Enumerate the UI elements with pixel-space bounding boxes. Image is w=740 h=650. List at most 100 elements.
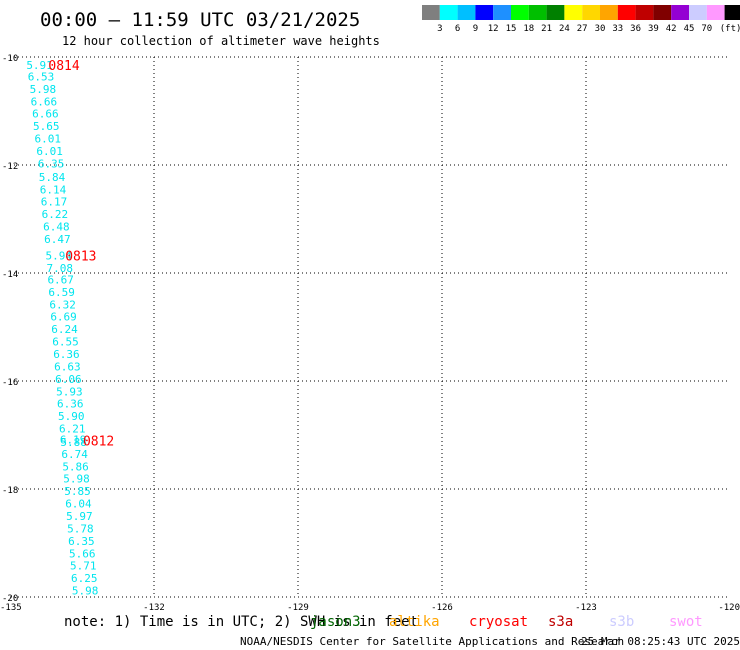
color-scale-swatch xyxy=(511,5,529,20)
wave-height-value: 5.98 xyxy=(72,585,99,598)
pass-time-label: 0813 xyxy=(65,250,96,265)
y-tick-label: -14 xyxy=(2,270,18,280)
wave-height-value: 6.69 xyxy=(50,311,77,324)
x-tick-label: -129 xyxy=(287,603,309,613)
y-tick-label: -20 xyxy=(2,594,18,604)
wave-height-value: 6.48 xyxy=(43,221,69,234)
color-scale-swatch xyxy=(422,5,440,20)
wave-height-value: 6.74 xyxy=(61,448,88,461)
wave-height-value: 5.85 xyxy=(64,485,91,498)
units-note: note: 1) Time is in UTC; 2) SWH is in fe… xyxy=(64,614,418,630)
credit-text: NOAA/NESDIS Center for Satellite Applica… xyxy=(240,635,624,648)
wave-height-value: 5.86 xyxy=(62,460,89,473)
pass-time-label: 0814 xyxy=(48,59,79,74)
chart-subtitle: 12 hour collection of altimeter wave hei… xyxy=(62,34,380,48)
wave-height-value: 6.55 xyxy=(52,336,79,349)
color-scale-swatch xyxy=(600,5,618,20)
wave-height-value: 5.65 xyxy=(33,120,60,133)
satellite-legend-swot: swot xyxy=(669,614,703,630)
wave-height-value: 6.06 xyxy=(55,373,81,386)
color-scale-legend: 3 6 9 12 15 18 21 24 27 30 33 36 39 42 45 70 (ft) xyxy=(422,5,740,34)
wave-height-value: 7.08 xyxy=(46,262,72,275)
x-tick-label: -135 xyxy=(0,603,22,613)
wave-height-value: 5.91 xyxy=(26,59,53,72)
wave-height-value: 6.14 xyxy=(40,183,67,196)
wave-height-value: 6.01 xyxy=(34,133,61,146)
wave-height-value: 6.67 xyxy=(47,273,74,286)
color-scale-swatch xyxy=(439,5,458,20)
color-scale-label: 36 xyxy=(630,24,641,34)
color-scale-swatch xyxy=(582,5,600,20)
satellite-legend-cryosat: cryosat xyxy=(469,614,528,630)
pass-time-label: 0812 xyxy=(83,434,114,449)
color-scale-swatch xyxy=(724,5,740,20)
color-scale-label: 39 xyxy=(648,24,659,34)
color-scale-label: 42 xyxy=(666,24,677,34)
wave-height-value: 6.36 xyxy=(57,398,84,411)
wave-height-value: 5.97 xyxy=(66,510,93,523)
grid-lines xyxy=(10,56,730,598)
color-scale-label: 27 xyxy=(577,24,588,34)
color-scale-label: 9 xyxy=(473,24,478,34)
wave-height-value: 5.94 xyxy=(46,250,73,263)
y-tick-label: -16 xyxy=(2,378,18,388)
wave-height-value: 6.59 xyxy=(48,286,75,299)
x-tick-label: -132 xyxy=(143,603,165,613)
pass-time-labels: 0814 0813 0812 xyxy=(48,59,114,449)
wave-height-points: 5.916.535.986.666.665.656.016.016.355.84… xyxy=(26,59,98,597)
color-scale-label: 30 xyxy=(595,24,606,34)
chart-title: 00:00 – 11:59 UTC 03/21/2025 xyxy=(40,9,360,31)
wave-height-value: 6.19 xyxy=(60,433,87,446)
satellite-legend-s3a: s3a xyxy=(548,614,573,630)
satellite-legend-s3b: s3b xyxy=(609,614,634,630)
color-scale-swatch xyxy=(689,5,707,20)
wave-height-value: 6.01 xyxy=(36,145,63,158)
color-scale-swatch xyxy=(653,5,672,20)
wave-height-value: 6.47 xyxy=(44,233,71,246)
wave-height-value: 6.63 xyxy=(54,360,81,373)
wave-height-value: 6.21 xyxy=(59,423,86,436)
wave-height-value: 5.93 xyxy=(56,385,83,398)
wave-height-value: 6.66 xyxy=(31,95,58,108)
wave-height-value: 6.24 xyxy=(51,323,78,336)
color-scale-swatch xyxy=(635,5,654,20)
axis-tick-labels: -10 -12 -14 -16 -18 -20-135 -132 -129 -126 -123 -1… xyxy=(0,54,740,613)
wave-height-value: 5.90 xyxy=(58,410,85,423)
color-scale-swatch xyxy=(475,5,494,20)
wave-height-value: 6.17 xyxy=(41,196,68,209)
wave-height-value: 6.66 xyxy=(32,108,59,121)
color-scale-label: 45 xyxy=(684,24,695,34)
color-scale-label: 33 xyxy=(612,24,623,34)
color-scale-swatch xyxy=(706,5,725,20)
color-scale-unit: (ft) xyxy=(720,24,740,34)
wave-height-value: 5.84 xyxy=(39,171,66,184)
x-tick-label: -126 xyxy=(431,603,453,613)
color-scale-label: 3 xyxy=(437,24,442,34)
wave-height-value: 6.32 xyxy=(49,298,76,311)
satellite-legend: jason3 altika cryosat s3a s3b swot xyxy=(310,614,703,630)
y-tick-label: -10 xyxy=(2,54,18,64)
wave-height-value: 5.98 xyxy=(63,473,90,486)
wave-height-value: 5.78 xyxy=(67,522,94,535)
wave-height-value: 5.98 xyxy=(30,83,57,96)
wave-height-value: 6.25 xyxy=(71,572,98,585)
color-scale-swatch xyxy=(671,5,689,20)
color-scale-label: 12 xyxy=(488,24,499,34)
satellite-legend-jason3: jason3 xyxy=(310,614,361,630)
wave-height-value: 6.35 xyxy=(38,157,64,170)
color-scale-swatch xyxy=(564,5,583,20)
wave-height-value: 6.36 xyxy=(53,348,79,361)
color-scale-swatch xyxy=(528,5,547,20)
color-scale-swatch xyxy=(617,5,636,20)
y-tick-label: -12 xyxy=(2,162,18,172)
color-scale-label: 70 xyxy=(701,24,712,34)
x-tick-label: -123 xyxy=(575,603,597,613)
timestamp-text: 25 Mar 08:25:43 UTC 2025 xyxy=(581,635,740,648)
color-scale-label: 21 xyxy=(541,24,552,34)
color-scale-swatch xyxy=(546,5,565,20)
x-tick-label: -120 xyxy=(718,603,740,613)
wave-height-value: 6.22 xyxy=(42,208,69,221)
color-scale-swatch xyxy=(457,5,476,20)
wave-height-value: 5.88 xyxy=(60,436,87,449)
